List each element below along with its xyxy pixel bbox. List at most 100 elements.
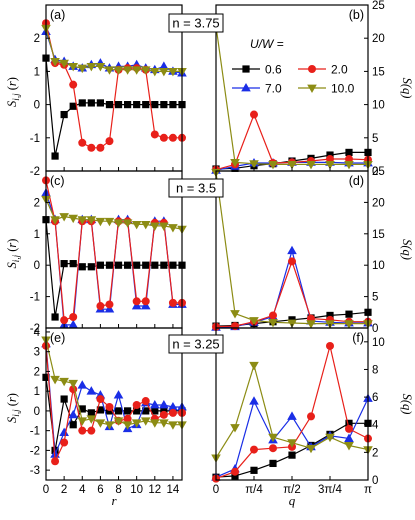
data-point <box>78 263 86 271</box>
data-point <box>141 297 150 306</box>
y-tick-label: -2 <box>30 445 40 457</box>
x-axis-label: r <box>111 493 117 508</box>
y-tick-label: 1 <box>34 66 40 78</box>
legend-item-0-6: 0.6 <box>232 63 282 77</box>
data-point <box>51 313 59 321</box>
y-tick-label: 5 <box>372 292 378 304</box>
data-point <box>268 160 278 170</box>
data-point <box>96 99 104 107</box>
data-point <box>77 380 88 389</box>
legend-item-7-0: 7.0 <box>232 82 282 96</box>
data-point <box>160 261 168 269</box>
data-point <box>114 101 123 109</box>
y-tick-label: -3 <box>30 465 40 477</box>
data-point <box>59 213 69 222</box>
data-point <box>77 64 88 74</box>
data-point <box>122 219 133 228</box>
data-point <box>268 318 278 328</box>
series-2-0-panel-1 <box>42 19 186 152</box>
data-point <box>249 317 259 326</box>
annotation-text: n = 3.25 <box>172 337 219 352</box>
data-point <box>51 152 59 160</box>
data-point <box>150 222 160 231</box>
data-point <box>77 216 88 225</box>
series-10-0-panel-6 <box>211 361 373 463</box>
series-line <box>45 28 182 73</box>
data-point <box>159 399 169 409</box>
data-point <box>87 426 96 435</box>
x-tick-label: 3π/4 <box>318 484 343 496</box>
data-point <box>159 133 168 142</box>
data-point <box>230 158 240 168</box>
data-point <box>168 298 177 307</box>
legend-label: 0.6 <box>265 63 282 77</box>
annotation-box <box>168 334 224 354</box>
data-point <box>50 58 60 67</box>
y-tick-label: 0 <box>34 406 40 418</box>
data-point <box>288 451 296 459</box>
data-point <box>344 442 354 451</box>
data-point <box>78 138 87 147</box>
data-point <box>230 424 240 433</box>
data-point <box>69 260 77 268</box>
data-point <box>68 409 78 419</box>
data-point <box>325 160 335 170</box>
data-point <box>306 320 316 329</box>
data-point <box>325 433 335 443</box>
y-tick-label: 10 <box>372 100 385 112</box>
x-tick-label: 8 <box>115 484 121 496</box>
data-point <box>344 160 354 170</box>
data-point <box>168 68 178 77</box>
data-point <box>105 261 114 269</box>
data-point <box>249 396 259 405</box>
data-point <box>151 101 159 109</box>
data-point <box>59 427 69 437</box>
x-tick-label: 4 <box>79 484 86 496</box>
y-tick-label: 20 <box>372 33 385 45</box>
annotation-n-2: n = 3.5 <box>168 178 224 198</box>
data-point <box>287 319 297 328</box>
data-point <box>68 63 78 72</box>
data-point <box>60 316 69 325</box>
data-point <box>287 439 297 448</box>
series-10-0-panel-2 <box>211 22 373 170</box>
y-axis-label: Si,j (r) <box>5 393 21 423</box>
data-point <box>345 424 354 433</box>
data-point <box>105 137 114 146</box>
data-point <box>87 409 95 417</box>
data-point <box>68 379 78 389</box>
data-point <box>150 419 160 428</box>
series-10-0-panel-4 <box>211 168 373 329</box>
data-point <box>96 261 104 269</box>
data-point <box>169 101 177 109</box>
data-point <box>122 66 133 75</box>
data-point <box>86 386 97 395</box>
data-point <box>231 467 240 476</box>
data-point <box>68 214 78 224</box>
y-axis-label: Si,j (r) <box>5 239 21 269</box>
legend-label: 10.0 <box>331 82 355 96</box>
data-point <box>104 66 115 75</box>
y-tick-label: 8 <box>372 364 378 376</box>
data-point <box>307 412 316 421</box>
data-point <box>159 419 169 428</box>
x-axis-label: q <box>289 493 296 508</box>
y-tick-label: 4 <box>34 327 41 339</box>
data-point <box>142 101 150 109</box>
legend-marker <box>308 65 316 73</box>
y-tick-label: 15 <box>372 66 385 78</box>
x-tick-label: π <box>364 484 372 496</box>
data-point <box>140 220 151 230</box>
data-point <box>69 421 77 429</box>
legend-label: 7.0 <box>265 82 282 96</box>
data-point <box>114 407 123 415</box>
x-tick-label: π/4 <box>245 484 263 496</box>
data-point <box>86 415 97 424</box>
annotation-n-1: n = 3.75 <box>168 13 224 33</box>
y-tick-label: 25 <box>372 166 385 178</box>
data-point <box>113 219 124 228</box>
legend-label: 2.0 <box>331 63 348 77</box>
data-point <box>60 395 68 403</box>
data-point <box>131 419 142 428</box>
annotation-n-3: n = 3.25 <box>168 334 224 354</box>
